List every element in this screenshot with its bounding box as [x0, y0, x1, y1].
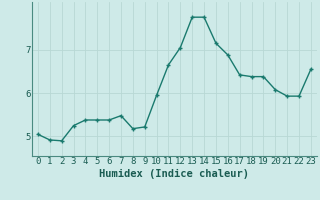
X-axis label: Humidex (Indice chaleur): Humidex (Indice chaleur): [100, 169, 249, 179]
